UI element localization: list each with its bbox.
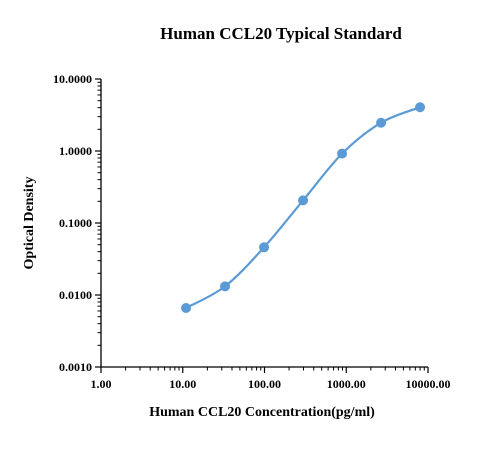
- plot-area: [181, 102, 426, 313]
- series-line: [185, 106, 421, 309]
- chart-title: Human CCL20 Typical Standard: [160, 24, 402, 43]
- x-tick-label: 100.00: [248, 377, 281, 391]
- y-tick-label: 1.0000: [59, 144, 92, 158]
- x-axis-label: Human CCL20 Concentration(pg/ml): [149, 405, 375, 420]
- x-tick-label: 1000.00: [327, 377, 366, 391]
- ticks: 1.00 10.00 100.00 1000.00 10000.00 0.0010 0.01…: [53, 72, 451, 391]
- data-point: [337, 148, 348, 159]
- x-tick-label: 1.00: [91, 377, 112, 391]
- data-point: [298, 195, 309, 206]
- y-tick-label: 0.0010: [59, 360, 92, 374]
- x-tick-label: 10000.00: [406, 377, 451, 391]
- data-point: [220, 281, 231, 292]
- data-point: [181, 302, 192, 313]
- data-point: [376, 117, 387, 128]
- y-tick-label: 0.1000: [59, 216, 92, 230]
- data-point: [415, 102, 426, 113]
- y-tick-label: 10.0000: [53, 72, 92, 86]
- y-tick-label: 0.0100: [59, 288, 92, 302]
- x-tick-label: 10.00: [169, 377, 196, 391]
- data-point: [259, 242, 270, 253]
- y-axis-label: Optical Density: [22, 177, 37, 270]
